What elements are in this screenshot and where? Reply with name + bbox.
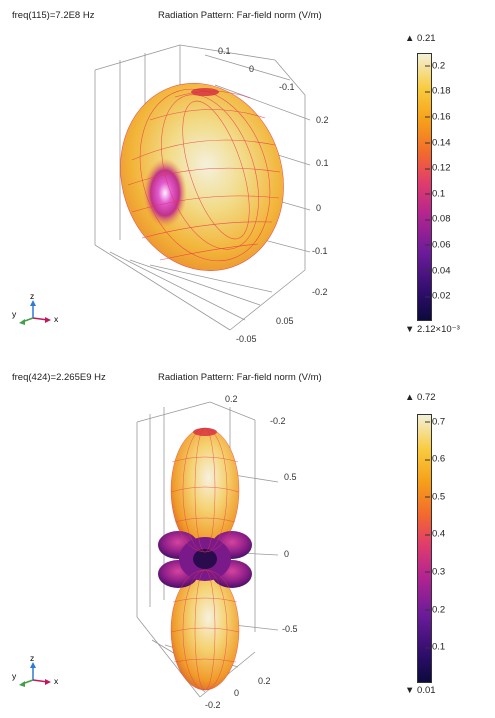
triad-y-label: y [12,309,17,319]
colorbar-min-label: ▼ 2.12×10⁻³ [405,324,460,335]
colorbar-tick-label: 0.12 [425,162,451,174]
colorbar-tick-label: 0.02 [425,290,451,302]
colorbar-max-label: ▲ 0.72 [405,392,436,403]
colorbar-tick-label: 0.18 [425,85,451,97]
colorbar-tick-label: 0.2 [424,604,446,616]
colorbar-max-label: ▲ 0.21 [405,33,436,44]
colorbar: ▲ 0.72 ▼ 0.01 0.7 0.6 0.5 0.4 0.3 0.2 0.1 [405,362,495,718]
axis-triad-icon: z y x [12,653,59,687]
colorbar-tick-label: 0.1 [424,188,446,200]
axis-tick: 0.2 [225,394,238,404]
frequency-label: freq(424)=2.265E9 Hz [12,372,106,383]
axis-tick: 0 [316,203,321,213]
axis-tick: 0 [249,64,254,74]
grid-box [94,44,311,331]
colorbar-tick-label: 0.4 [424,528,446,540]
frequency-label: freq(115)=7.2E8 Hz [12,10,95,21]
torus-surface [120,83,284,271]
axis-tick: -0.2 [270,416,286,426]
colorbar-tick-label: 0.5 [424,491,446,503]
plot-title: Radiation Pattern: Far-field norm (V/m) [158,10,322,21]
triad-z-label: z [30,653,34,663]
colorbar-tick-label: 0.7 [424,416,446,428]
axis-tick: 0 [234,688,239,698]
plot-panel-2: freq(424)=2.265E9 Hz Radiation Pattern: … [0,362,495,718]
axis-triad-icon: z y x [12,291,59,325]
axis-tick: -0.1 [279,82,295,92]
colorbar: ▲ 0.21 ▼ 2.12×10⁻³ 0.2 0.18 0.16 0.14 0.12 0.… [405,0,495,355]
axis-tick: -0.2 [205,700,221,710]
triad-x-label: x [54,314,59,324]
axis-tick: 0.2 [258,676,271,686]
colorbar-gradient [417,53,432,321]
plot-panel-1: freq(115)=7.2E8 Hz Radiation Pattern: Fa… [0,0,495,355]
colorbar-tick-label: 0.08 [425,213,451,225]
colorbar-tick-label: 0.04 [425,265,451,277]
axis-tick: 0.2 [316,115,329,125]
axis-tick: -0.2 [312,287,328,297]
colorbar-tick-label: 0.06 [425,239,451,251]
colorbar-gradient [417,414,432,683]
colorbar-tick-label: 0.14 [425,137,451,149]
radiation-pattern-3d-plot[interactable]: 0.1 0 -0.1 0.2 0.1 0 -0.1 -0.2 0.05 -0.0… [0,0,400,355]
multi-lobe-surface [158,427,252,691]
colorbar-tick-label: 0.3 [424,566,446,578]
colorbar-tick-label: 0.1 [424,641,446,653]
plot-title: Radiation Pattern: Far-field norm (V/m) [158,372,322,383]
triad-z-label: z [30,291,34,301]
axis-tick: -0.1 [312,246,328,256]
triad-x-label: x [54,676,59,686]
colorbar-min-label: ▼ 0.01 [405,685,436,696]
axis-tick: 0.5 [284,472,297,482]
axis-tick: -0.05 [236,334,257,344]
axis-tick: 0.1 [218,46,231,56]
radiation-pattern-3d-plot[interactable]: 0.2 -0.2 0.5 0 -0.5 0.2 0 -0.2 z y x [0,362,400,718]
axis-tick: 0.1 [316,158,329,168]
axis-tick: -0.5 [282,624,298,634]
triad-y-label: y [12,671,17,681]
axis-tick: 0.05 [276,316,294,326]
axis-tick: 0 [284,549,289,559]
colorbar-tick-label: 0.16 [425,111,451,123]
colorbar-tick-label: 0.2 [424,60,446,72]
colorbar-tick-label: 0.6 [424,453,446,465]
